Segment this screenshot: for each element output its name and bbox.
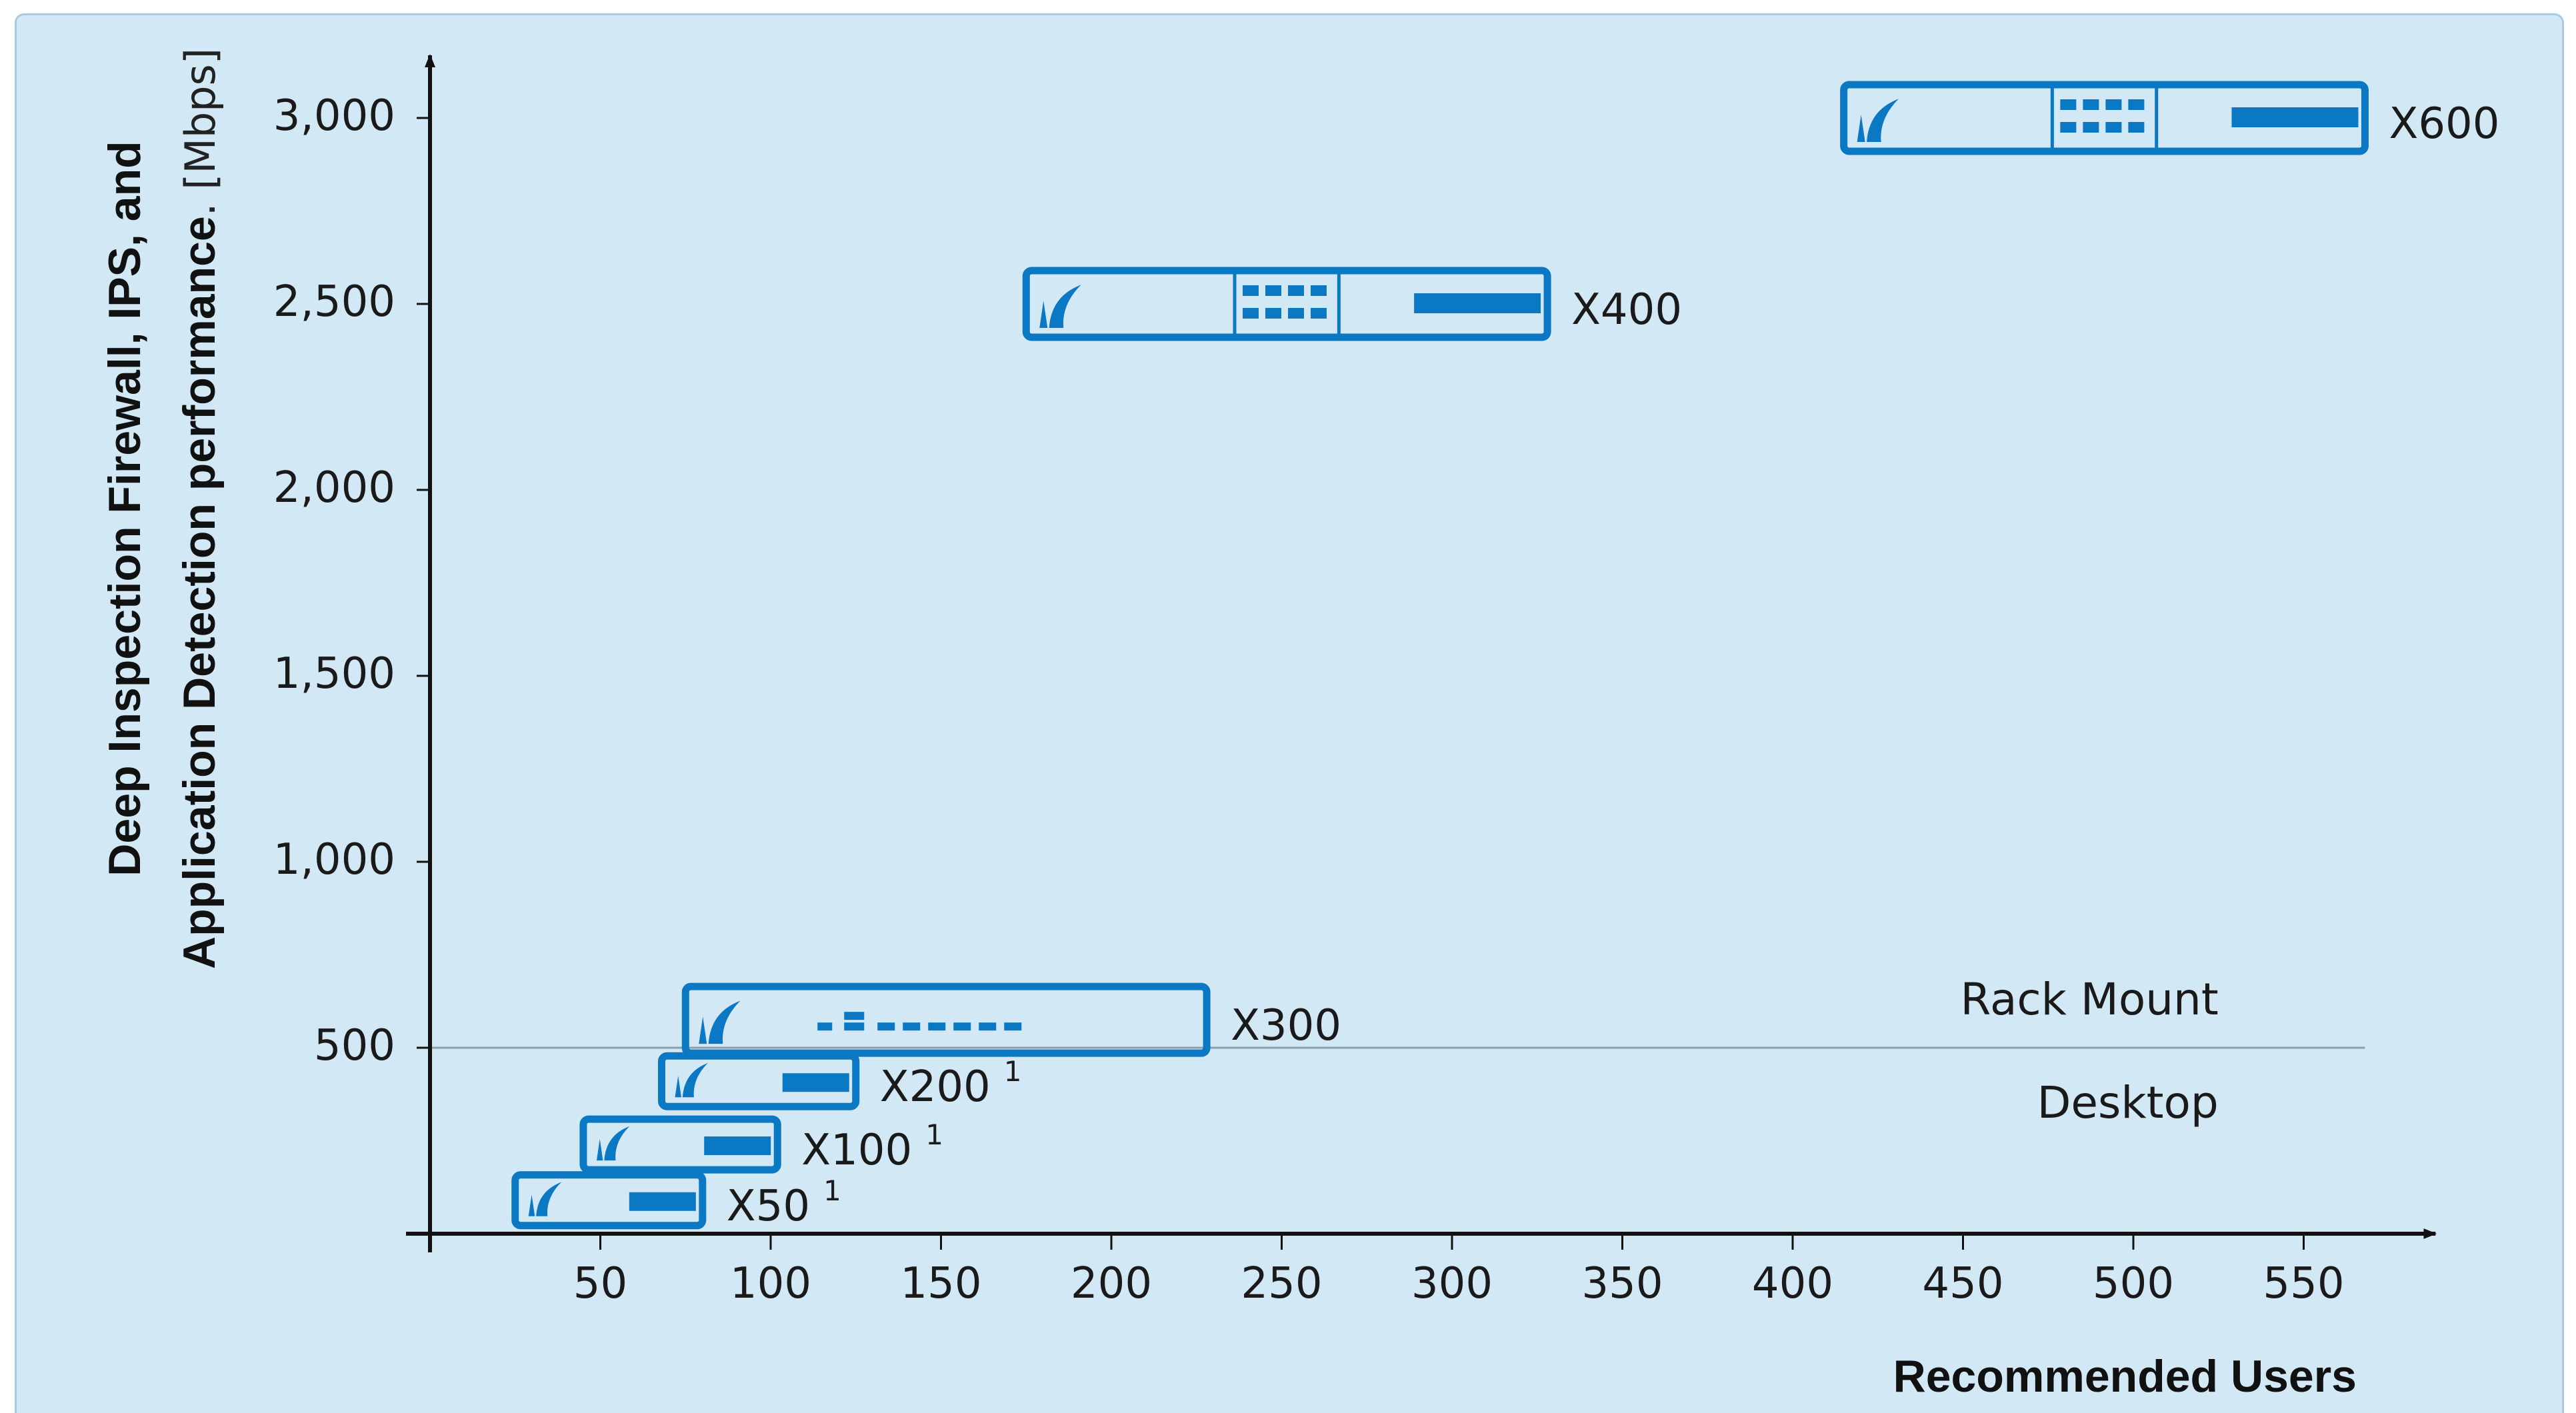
x-tick-label: 350	[1581, 1259, 1663, 1308]
port-icon	[1310, 285, 1327, 296]
y-tick-label: 2,000	[273, 463, 395, 513]
y-tick-label: 3,000	[273, 91, 395, 141]
y-axis-title-line1: Deep Inspection Firewall, IPS, and	[99, 141, 150, 876]
device-x400: X400	[1022, 267, 1682, 341]
port-icon	[953, 1022, 971, 1031]
logo-mark	[1857, 115, 1865, 142]
device-label: X200 1	[880, 1055, 1022, 1112]
port-icon	[1242, 308, 1259, 319]
device-footnote: 1	[1004, 1055, 1022, 1088]
x-tick-label: 50	[573, 1259, 627, 1308]
port-icon	[817, 1022, 833, 1031]
port-icon	[928, 1022, 946, 1031]
port-icon	[903, 1022, 921, 1031]
device-box	[579, 1115, 781, 1174]
device-label: X50 1	[727, 1174, 841, 1231]
port-icon	[979, 1022, 997, 1031]
y-tick-label: 1,500	[273, 649, 395, 699]
y-axis-title: Deep Inspection Firewall, IPS, and Appli…	[99, 48, 225, 969]
device-x50: X50 1	[511, 1171, 841, 1231]
device-label: X400	[1571, 285, 1682, 335]
port-icon	[2083, 122, 2099, 133]
logo-mark	[708, 1000, 741, 1044]
x-tick-label: 300	[1411, 1259, 1493, 1308]
logo-mark	[1049, 285, 1081, 328]
device-x200: X200 1	[657, 1052, 1022, 1112]
logo-mark	[536, 1182, 562, 1216]
port-icon	[2060, 99, 2077, 110]
y-tick-label: 2,500	[273, 277, 395, 327]
zone-label-rack-mount: Rack Mount	[1961, 974, 2219, 1025]
device-footnote: 1	[925, 1118, 943, 1151]
x-tick-label: 550	[2263, 1259, 2344, 1308]
logo-mark	[528, 1194, 535, 1216]
device-bar	[782, 1073, 849, 1092]
y-tick-label: 1,000	[273, 835, 395, 884]
x-tick-label: 100	[730, 1259, 811, 1308]
x-tick-label: 400	[1752, 1259, 1833, 1308]
logo-mark	[675, 1075, 681, 1098]
logo-mark	[1867, 99, 1899, 142]
device-label: X300	[1231, 1001, 1341, 1050]
x-ticks: 50 100 150 200 250 300 350 400 450 500 550	[573, 1234, 2345, 1308]
y-ticks: 500 1,000 1,500 2,000 2,500 3,000	[273, 91, 430, 1070]
device-label: X600	[2389, 99, 2499, 149]
port-icon	[1287, 285, 1304, 296]
port-icon	[2083, 99, 2099, 110]
port-icon	[1242, 285, 1259, 296]
port-icon	[2060, 122, 2077, 133]
device-box	[681, 982, 1211, 1057]
x-tick-label: 500	[2093, 1259, 2174, 1308]
device-bar	[2231, 107, 2359, 127]
device-footnote: 1	[823, 1174, 841, 1207]
port-icon	[1265, 308, 1281, 319]
x-tick-label: 450	[1922, 1259, 2003, 1308]
y-axis-title-unit: . [Mbps]	[176, 48, 225, 216]
device-bar	[704, 1136, 771, 1156]
device-bar	[1414, 293, 1541, 313]
port-icon	[877, 1022, 895, 1031]
port-icon	[1004, 1022, 1022, 1031]
x-tick-label: 150	[900, 1259, 981, 1308]
device-x300: X300	[681, 982, 1341, 1057]
logo-mark	[1039, 301, 1048, 328]
port-icon	[2105, 122, 2122, 133]
device-box	[1840, 81, 2369, 155]
device-x600: X600	[1840, 81, 2499, 155]
port-icon	[2128, 122, 2145, 133]
device-x100: X100 1	[579, 1115, 943, 1175]
y-axis-title-line2-bold: Application Detection performance	[174, 216, 225, 969]
port-icon	[844, 1012, 865, 1020]
y-axis-title-line2: Application Detection performance. [Mbps…	[174, 48, 225, 969]
logo-mark	[596, 1138, 603, 1161]
device-bar	[629, 1192, 696, 1211]
chart-svg: Deep Inspection Firewall, IPS, and Appli…	[99, 48, 2499, 1402]
y-tick-label: 500	[314, 1021, 395, 1070]
port-icon	[2128, 99, 2145, 110]
port-icon	[1265, 285, 1281, 296]
port-icon	[1287, 308, 1304, 319]
x-axis-title: Recommended Users	[1893, 1351, 2357, 1402]
x-tick-label: 250	[1241, 1259, 1322, 1308]
logo-mark	[699, 1016, 707, 1044]
device-box	[1022, 267, 1551, 341]
port-icon	[1310, 308, 1327, 319]
device-box	[511, 1171, 707, 1230]
port-icon	[2105, 99, 2122, 110]
device-label: X100 1	[801, 1118, 943, 1175]
chart-panel: Deep Inspection Firewall, IPS, and Appli…	[15, 13, 2564, 1413]
zone-label-desktop: Desktop	[2037, 1077, 2219, 1128]
logo-mark	[682, 1062, 708, 1098]
port-icon	[844, 1022, 865, 1031]
logo-mark	[604, 1126, 630, 1161]
x-tick-label: 200	[1071, 1259, 1152, 1308]
